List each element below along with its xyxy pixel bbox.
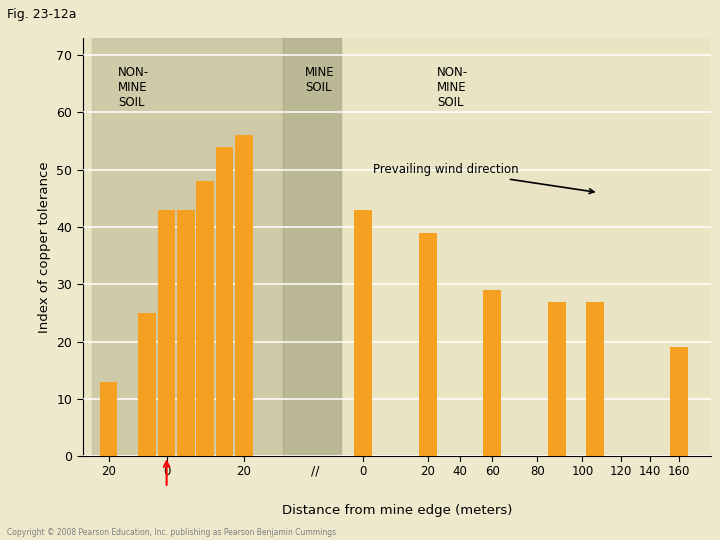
Bar	[419, 233, 436, 456]
Text: 140: 140	[639, 465, 661, 478]
Text: 40: 40	[452, 465, 467, 478]
Text: 120: 120	[610, 465, 632, 478]
Text: 80: 80	[530, 465, 544, 478]
Text: Prevailing wind direction: Prevailing wind direction	[373, 163, 594, 193]
Text: 100: 100	[571, 465, 593, 478]
Bar	[587, 301, 604, 456]
Text: Fig. 23-12a: Fig. 23-12a	[7, 8, 77, 21]
Bar	[670, 347, 688, 456]
Text: 20: 20	[420, 465, 435, 478]
Bar	[235, 135, 253, 456]
Text: 20: 20	[101, 465, 116, 478]
Bar	[216, 147, 233, 456]
Bar	[138, 313, 156, 456]
Text: NON-
MINE
SOIL: NON- MINE SOIL	[118, 66, 149, 110]
Bar	[283, 38, 341, 456]
Text: 60: 60	[485, 465, 500, 478]
Text: 160: 160	[668, 465, 690, 478]
Bar	[548, 301, 565, 456]
Bar	[100, 382, 117, 456]
Text: //: //	[310, 465, 319, 478]
Text: NON-
MINE
SOIL: NON- MINE SOIL	[437, 66, 469, 110]
Bar	[483, 290, 501, 456]
Text: MINE
SOIL: MINE SOIL	[305, 66, 335, 94]
Bar	[177, 210, 195, 456]
Bar	[158, 210, 176, 456]
Text: 0: 0	[359, 465, 367, 478]
Text: 0: 0	[163, 465, 171, 478]
Y-axis label: Index of copper tolerance: Index of copper tolerance	[38, 161, 51, 333]
Bar	[92, 38, 283, 456]
Text: 20: 20	[237, 465, 251, 478]
Bar	[354, 210, 372, 456]
Text: Copyright © 2008 Pearson Education, Inc. publishing as Pearson Benjamin Cummings: Copyright © 2008 Pearson Education, Inc.…	[7, 528, 336, 537]
Bar	[197, 181, 214, 456]
Text: Distance from mine edge (meters): Distance from mine edge (meters)	[282, 504, 512, 517]
